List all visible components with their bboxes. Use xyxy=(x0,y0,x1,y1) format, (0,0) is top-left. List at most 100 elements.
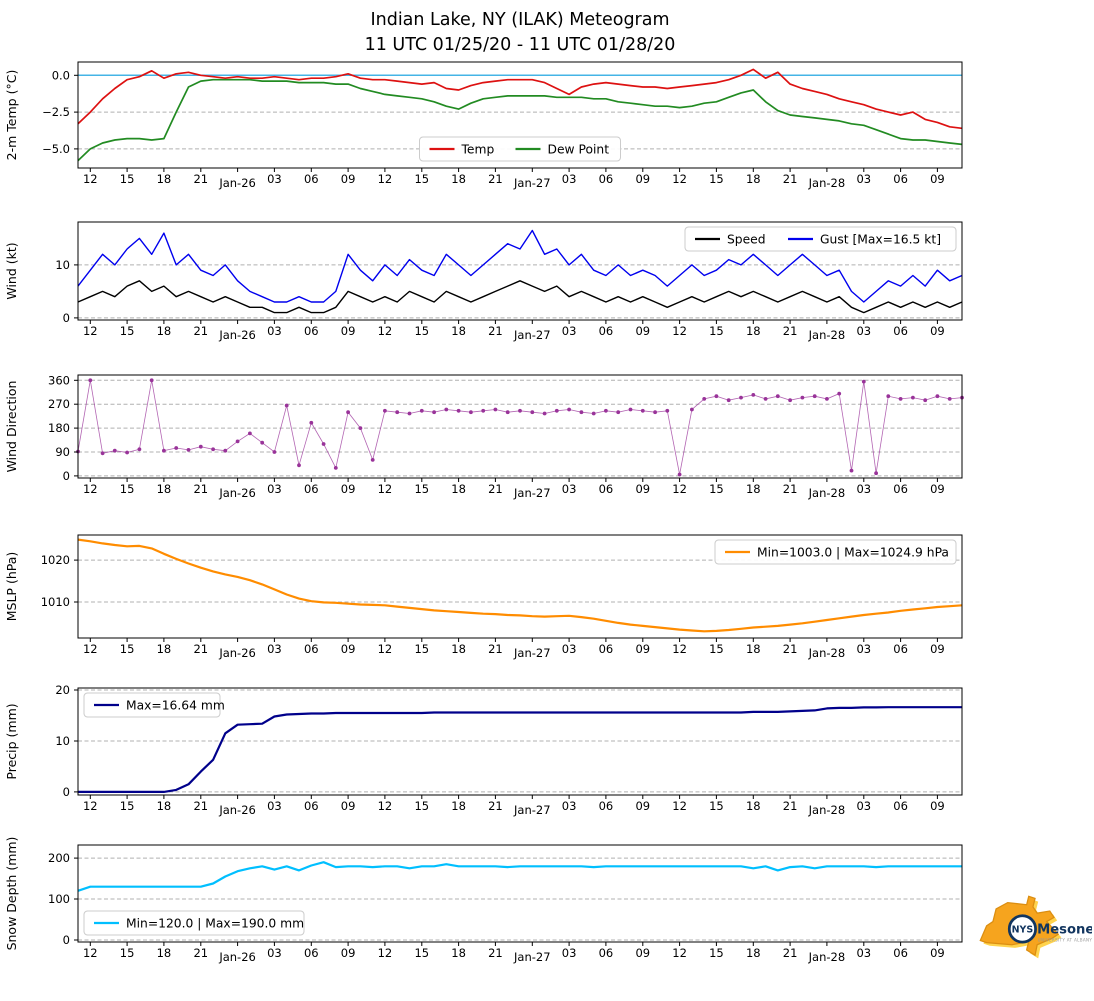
panel-border xyxy=(77,221,963,321)
x-tick-label: 21 xyxy=(488,799,503,813)
y-axis-label: 2-m Temp (°C) xyxy=(4,70,19,161)
panel-border xyxy=(77,534,963,639)
x-tick-label: 06 xyxy=(304,799,319,813)
x-tick-label: 06 xyxy=(304,324,319,338)
mesonet-logo-svg: NYS Mesonet UNIVERSITY AT ALBANY xyxy=(979,895,1094,959)
x-tick-label: 21 xyxy=(488,642,503,656)
x-tick-label: 09 xyxy=(635,946,650,960)
x-tick-label: Jan-28 xyxy=(808,950,846,964)
x-tick-label: 06 xyxy=(893,324,908,338)
x-tick-label: 15 xyxy=(709,946,724,960)
x-tick-label: 15 xyxy=(414,324,429,338)
x-tick-label: 03 xyxy=(562,642,577,656)
x-tick-label: 06 xyxy=(893,642,908,656)
x-tick-label: 21 xyxy=(783,946,798,960)
x-tick-label: 03 xyxy=(562,172,577,186)
x-tick-label: 21 xyxy=(783,482,798,496)
x-tick-label: 15 xyxy=(414,642,429,656)
x-tick-label: Jan-26 xyxy=(218,328,256,342)
y-tick-label: −5.0 xyxy=(42,142,70,156)
x-tick-label: Jan-28 xyxy=(808,328,846,342)
y-tick-label: 10 xyxy=(55,258,70,272)
y-tick-label: 20 xyxy=(55,683,70,697)
x-tick-label: 15 xyxy=(709,799,724,813)
x-tick-label: 03 xyxy=(267,324,282,338)
x-tick-label: 18 xyxy=(451,946,466,960)
x-tick-label: 12 xyxy=(378,482,393,496)
x-tick-label: 18 xyxy=(157,482,172,496)
x-tick-label: 21 xyxy=(193,642,208,656)
x-tick-label: 06 xyxy=(304,642,319,656)
x-tick-label: 12 xyxy=(672,324,687,338)
x-tick-label: 09 xyxy=(635,172,650,186)
x-tick-label: 12 xyxy=(672,799,687,813)
y-axis-label: Snow Depth (mm) xyxy=(4,837,19,951)
x-tick-label: 21 xyxy=(783,324,798,338)
x-tick-label: 03 xyxy=(267,642,282,656)
y-tick-label: 0 xyxy=(63,469,70,483)
x-tick-label: 18 xyxy=(451,172,466,186)
x-tick-label: 09 xyxy=(930,799,945,813)
x-tick-label: 03 xyxy=(267,799,282,813)
x-tick-label: 15 xyxy=(120,324,135,338)
x-tick-label: 09 xyxy=(341,946,356,960)
x-tick-label: 06 xyxy=(599,946,614,960)
x-tick-label: 12 xyxy=(672,642,687,656)
x-tick-label: 03 xyxy=(856,482,871,496)
y-tick-label: 100 xyxy=(48,892,70,906)
x-tick-label: 21 xyxy=(193,482,208,496)
x-tick-label: 03 xyxy=(562,324,577,338)
x-tick-label: 09 xyxy=(930,324,945,338)
x-tick-label: 12 xyxy=(83,946,98,960)
x-tick-label: Jan-28 xyxy=(808,486,846,500)
legend-box xyxy=(83,692,221,718)
x-tick-label: 15 xyxy=(709,482,724,496)
x-tick-label: 12 xyxy=(83,172,98,186)
panel-mslp: 1010 1020 12 15 18 21 Jan-26 03 06 09 12 15 18 21 Jan-… xyxy=(4,534,963,660)
x-tick-label: 15 xyxy=(414,799,429,813)
x-tick-label: 15 xyxy=(120,946,135,960)
x-tick-label: 06 xyxy=(599,482,614,496)
legend-box xyxy=(83,910,305,936)
x-tick-label: 06 xyxy=(304,172,319,186)
y-axis-label: MSLP (hPa) xyxy=(4,552,19,622)
x-tick-label: 21 xyxy=(783,642,798,656)
x-tick-label: 18 xyxy=(746,799,761,813)
x-tick-label: 18 xyxy=(157,642,172,656)
x-tick-label: 09 xyxy=(341,642,356,656)
y-tick-label: 0.0 xyxy=(52,68,70,82)
x-tick-label: 21 xyxy=(488,946,503,960)
x-tick-label: 12 xyxy=(83,324,98,338)
x-tick-label: 03 xyxy=(562,946,577,960)
series-points-direction xyxy=(76,378,964,477)
legend-label: Temp xyxy=(461,142,495,156)
x-tick-label: 18 xyxy=(451,482,466,496)
x-tick-label: Jan-26 xyxy=(218,950,256,964)
panel-border xyxy=(77,61,963,169)
y-tick-label: 200 xyxy=(48,851,70,865)
x-tick-label: 03 xyxy=(856,799,871,813)
nys-badge-circle xyxy=(1007,914,1037,944)
x-tick-label: 06 xyxy=(893,172,908,186)
y-axis-label: Wind (kt) xyxy=(4,242,19,299)
title-line1: Indian Lake, NY (ILAK) Meteogram xyxy=(370,10,670,30)
x-tick-label: 12 xyxy=(378,172,393,186)
x-tick-label: 18 xyxy=(451,799,466,813)
series-line-snow-depth xyxy=(77,861,962,892)
x-tick-label: 18 xyxy=(746,482,761,496)
x-tick-label: Jan-27 xyxy=(513,176,551,190)
x-tick-label: 09 xyxy=(341,324,356,338)
x-tick-label: 06 xyxy=(599,324,614,338)
y-tick-label: 270 xyxy=(48,397,70,411)
legend-label: Max=16.64 mm xyxy=(126,698,225,712)
series-line-speed xyxy=(77,280,963,314)
legend-label: Min=120.0 | Max=190.0 mm xyxy=(126,916,304,931)
x-tick-label: 21 xyxy=(488,482,503,496)
x-tick-label: 09 xyxy=(930,642,945,656)
panel-temp: 0.0 −2.5 −5.0 12 15 18 21 Jan-26 03 06 09 12 15 18 21 J… xyxy=(4,61,963,190)
x-tick-label: 21 xyxy=(783,799,798,813)
page-title: Indian Lake, NY (ILAK) Meteogram 11 UTC … xyxy=(0,8,1040,58)
y-axis-label: Wind Direction xyxy=(4,381,19,473)
series-line-temp xyxy=(77,68,963,130)
